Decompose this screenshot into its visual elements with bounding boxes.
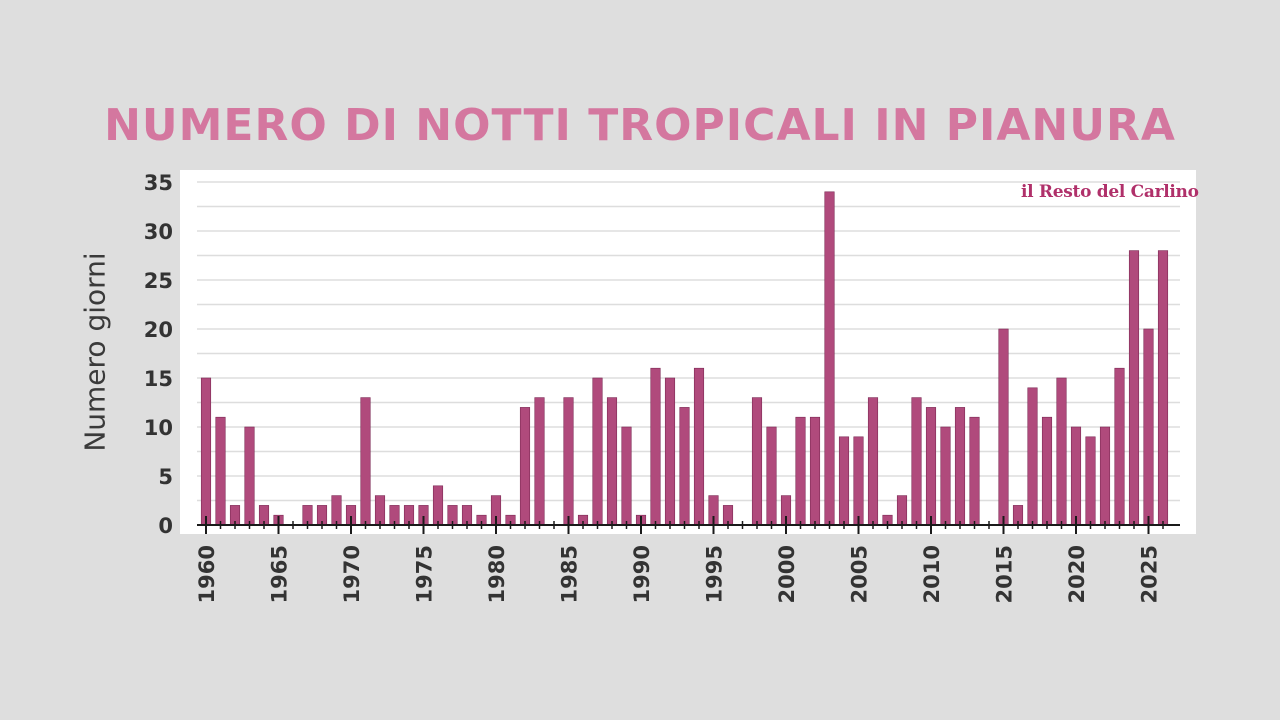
bar-1969 xyxy=(331,495,342,526)
bar-2021 xyxy=(1085,436,1096,526)
x-tick-label: 1970 xyxy=(340,545,364,603)
bar-2004 xyxy=(838,436,850,526)
x-tick-label: 1960 xyxy=(195,545,219,603)
bar-2002 xyxy=(809,416,821,526)
bar-2024 xyxy=(1128,250,1140,526)
chart-title: NUMERO DI NOTTI TROPICALI IN PIANURA xyxy=(104,100,1176,151)
bar-2019 xyxy=(1056,377,1067,526)
bar-1989 xyxy=(621,426,632,526)
bar-2006 xyxy=(867,397,879,526)
bar-2020 xyxy=(1070,426,1082,526)
bar-2011 xyxy=(940,426,951,526)
y-tick-label: 20 xyxy=(144,318,173,342)
bar-2026 xyxy=(1157,250,1169,526)
bar-2025 xyxy=(1143,328,1154,526)
bar-1991 xyxy=(650,367,661,526)
x-tick-label: 1995 xyxy=(703,545,727,603)
bar-1972 xyxy=(374,495,386,526)
x-tick-label: 2010 xyxy=(920,545,944,603)
bar-1963 xyxy=(244,426,255,526)
bar-1992 xyxy=(664,377,676,526)
bar-2008 xyxy=(896,495,908,526)
bar-2018 xyxy=(1041,416,1053,526)
bar-2010 xyxy=(925,407,937,526)
x-tick-labels: 1960 1965 1970 1975 1980 1985 1990 1995 2000 2005… xyxy=(195,545,1162,603)
x-tick-label: 2005 xyxy=(848,545,872,603)
bar-1993 xyxy=(679,407,690,526)
x-tick-label: 1980 xyxy=(485,545,509,603)
y-tick-labels: 0 5 10 15 20 25 30 35 xyxy=(144,171,173,538)
bar-1976 xyxy=(432,485,444,526)
x-tick-label: 1990 xyxy=(630,545,654,603)
x-tick-label: 2020 xyxy=(1065,545,1089,603)
y-tick-label: 35 xyxy=(144,171,173,195)
x-tick-label: 2000 xyxy=(775,545,799,603)
y-tick-label: 0 xyxy=(158,514,173,538)
y-tick-label: 15 xyxy=(144,367,173,391)
x-tick-label: 2025 xyxy=(1138,545,1162,603)
bar-2022 xyxy=(1099,426,1111,526)
bar-1985 xyxy=(563,397,574,526)
y-tick-label: 25 xyxy=(144,269,173,293)
y-tick-label: 30 xyxy=(144,220,173,244)
bar-1961 xyxy=(215,416,226,526)
bar-1982 xyxy=(519,407,531,526)
x-tick-label: 1965 xyxy=(268,545,292,603)
bar-2013 xyxy=(969,416,980,526)
bar-2003 xyxy=(824,191,835,526)
bar-1988 xyxy=(606,397,618,526)
x-tick-label: 1985 xyxy=(558,545,582,603)
x-tick-label: 1975 xyxy=(413,545,437,603)
bar-2017 xyxy=(1027,387,1038,526)
bar-2009 xyxy=(911,397,922,526)
bar-1994 xyxy=(693,367,705,526)
bar-2005 xyxy=(853,436,864,526)
bar-1971 xyxy=(360,397,371,526)
bar-1983 xyxy=(534,397,545,526)
x-tick-marks xyxy=(205,516,1164,534)
bar-1960 xyxy=(200,377,212,526)
bar-1998 xyxy=(751,397,763,526)
bar-2012 xyxy=(954,407,966,526)
x-tick-label: 2015 xyxy=(993,545,1017,603)
bar-2015 xyxy=(998,328,1009,526)
bar-2023 xyxy=(1114,367,1125,526)
bar-1999 xyxy=(766,426,777,526)
bar-1987 xyxy=(592,377,603,526)
y-tick-label: 5 xyxy=(158,465,173,489)
bar-2001 xyxy=(795,416,806,526)
y-tick-label: 10 xyxy=(144,416,173,440)
publisher-logo: il Resto del Carlino xyxy=(1021,182,1199,202)
